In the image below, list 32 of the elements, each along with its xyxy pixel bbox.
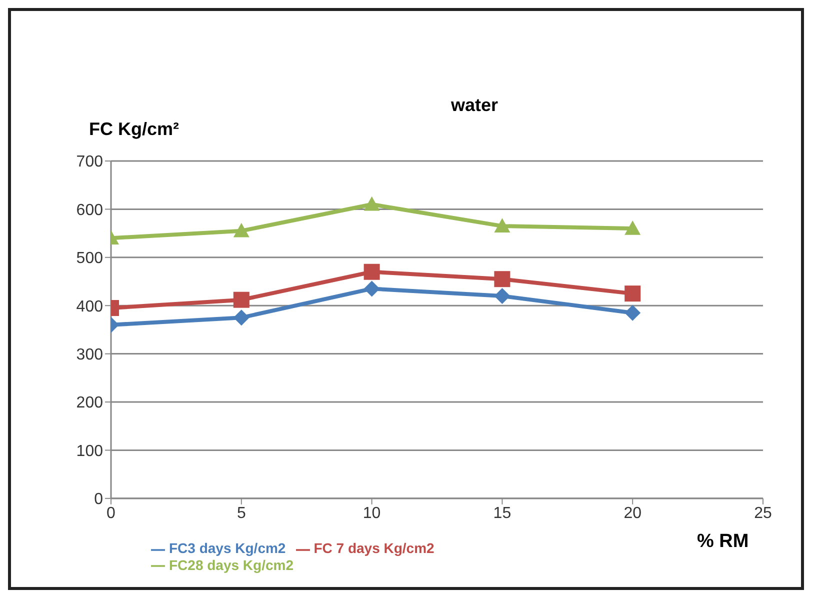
- x-tick-label: 5: [236, 504, 246, 522]
- x-tick-label: 20: [624, 504, 642, 522]
- x-tick-label: 15: [493, 504, 512, 522]
- point: [364, 264, 380, 280]
- point: [494, 288, 510, 304]
- point: [624, 304, 641, 321]
- x-tick-label: 0: [106, 504, 116, 522]
- point: [624, 286, 641, 302]
- x-axis-title: % RM: [697, 531, 749, 553]
- legend-label: FC 7 days Kg/cm2: [314, 540, 434, 556]
- chart-title: water: [451, 95, 498, 116]
- y-tick-label: 400: [76, 298, 104, 316]
- y-tick-label: 700: [76, 154, 104, 171]
- legend-label: FC28 days Kg/cm2: [169, 556, 294, 573]
- point: [364, 280, 380, 297]
- point: [233, 222, 250, 238]
- point: [624, 220, 641, 235]
- y-tick-label: 200: [76, 394, 104, 412]
- x-tick-label: 25: [754, 504, 772, 522]
- legend-label: FC3 days Kg/cm2: [169, 540, 286, 556]
- point: [494, 218, 510, 232]
- point: [233, 292, 250, 308]
- y-axis-title: FC Kg/cm²: [89, 119, 179, 140]
- y-tick-label: 500: [76, 250, 104, 268]
- point: [233, 310, 250, 326]
- point: [494, 271, 510, 288]
- y-tick-label: 300: [76, 346, 104, 364]
- x-tick-label: 10: [362, 504, 381, 522]
- y-tick-label: 600: [76, 202, 104, 219]
- point: [364, 196, 380, 211]
- y-tick-label: 100: [76, 442, 104, 460]
- y-tick-label: 0: [94, 491, 104, 508]
